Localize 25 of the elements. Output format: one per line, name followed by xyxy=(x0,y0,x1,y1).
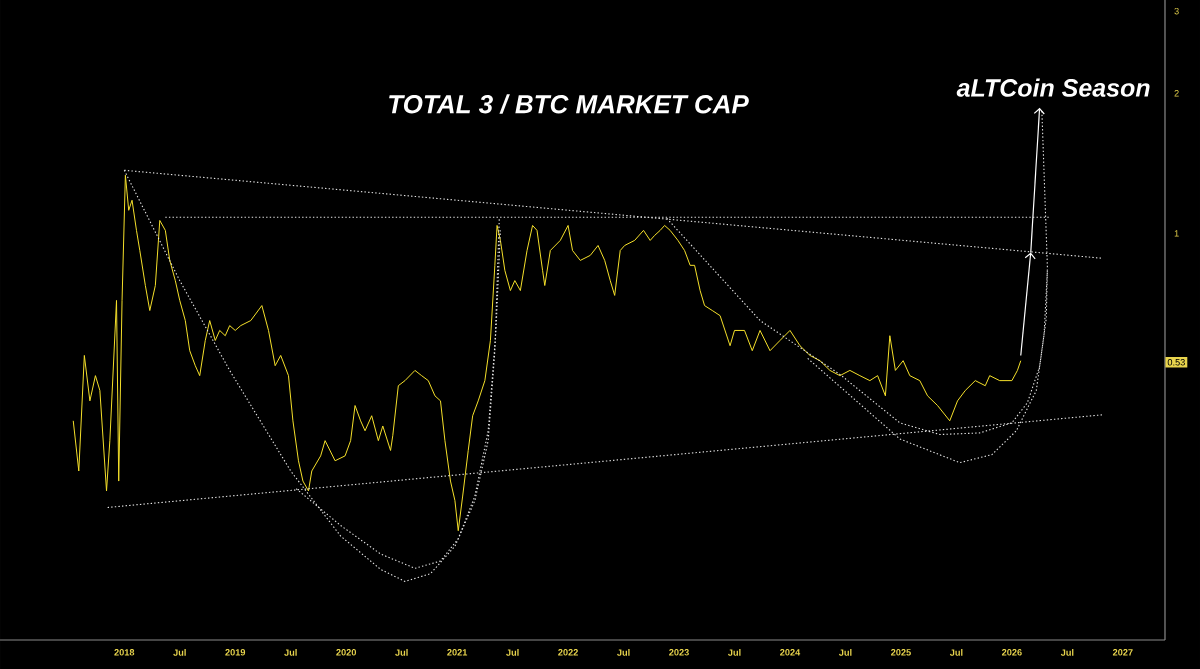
y-tick-label: 1 xyxy=(1174,230,1179,237)
x-tick-label: 2018 xyxy=(114,649,135,656)
x-tick-label: Jul xyxy=(617,649,630,656)
x-tick-label: Jul xyxy=(1060,649,1074,656)
x-tick-label: Jul xyxy=(506,649,519,656)
y-tick-label: 3 xyxy=(1174,7,1179,15)
x-tick-label: 2021 xyxy=(447,649,468,656)
x-tick-label: Jul xyxy=(395,649,408,656)
x-tick-label: 2026 xyxy=(1001,649,1022,656)
x-tick-label: 2027 xyxy=(1112,649,1133,656)
x-tick-label: Jul xyxy=(727,649,741,656)
x-tick-label: 2020 xyxy=(336,649,357,656)
y-tick-label: 2 xyxy=(1174,89,1179,97)
annotation: aLTCoin Season xyxy=(956,78,1150,97)
x-tick-label: 2019 xyxy=(225,649,246,656)
x-tick-label: 2024 xyxy=(780,649,801,656)
x-tick-label: 2022 xyxy=(558,649,578,656)
x-tick-label: Jul xyxy=(284,649,297,656)
text: TOTAL 3 / BTC MARKET CAP xyxy=(389,94,749,114)
x-tick-label: 2025 xyxy=(891,649,911,656)
x-tick-label: Jul xyxy=(949,649,963,656)
x-tick-label: Jul xyxy=(173,649,186,656)
x-tick-label: 2023 xyxy=(669,649,689,656)
text: 0.53 xyxy=(1167,358,1185,366)
x-tick-label: Jul xyxy=(838,649,852,656)
